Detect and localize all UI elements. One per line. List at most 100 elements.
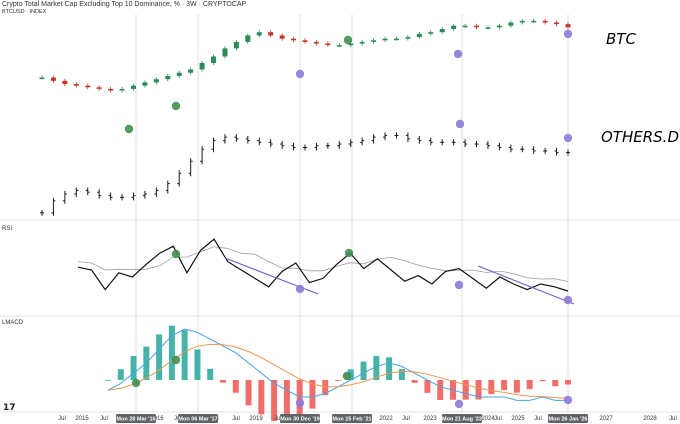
time-axis-tick-label: Jul (494, 416, 502, 422)
green-signal-marker (171, 101, 181, 111)
btc-candle (428, 32, 434, 34)
tradingview-logo: 17 (3, 403, 16, 413)
time-axis-tick-label: 2022 (379, 416, 393, 422)
rsi-pane-label: RSI (2, 226, 12, 232)
btc-candle (176, 72, 182, 76)
date-tag-label: Mon 15 Feb '21 (332, 417, 371, 423)
green-signal-marker (342, 371, 352, 381)
btc-candle (371, 40, 377, 42)
btc-candle (336, 45, 342, 47)
lmacd-pane-label: LMACD (2, 320, 24, 326)
btc-candle (279, 35, 285, 39)
time-axis-tick-label: 2027 (599, 416, 613, 422)
btc-candle (256, 32, 262, 36)
lmacd-histogram-bar (360, 361, 367, 380)
green-signal-marker (171, 249, 181, 259)
rsi-ma-line (77, 246, 569, 282)
lmacd-histogram-bar (168, 325, 175, 380)
lmacd-histogram-bar (322, 380, 329, 396)
date-tag-background (332, 414, 372, 423)
purple-signal-marker (454, 399, 464, 409)
lmacd-histogram-bar (501, 380, 508, 391)
purple-signal-marker (455, 119, 465, 129)
btc-candle (439, 28, 445, 33)
others-label: OTHERS.D (601, 128, 679, 146)
btc-candle (542, 20, 548, 23)
date-guidelines (135, 14, 569, 412)
btc-candle (291, 38, 297, 41)
lmacd-histogram-bar (513, 380, 520, 393)
lmacd-histogram-bar (232, 380, 239, 393)
time-axis-tick-label: 2028 (643, 416, 657, 422)
purple-signal-marker (563, 133, 573, 143)
btc-candle (325, 43, 331, 46)
lmacd-histogram-bar (309, 380, 316, 409)
lmacd-histogram-bar (386, 357, 393, 380)
btc-candle (245, 35, 251, 42)
date-tag-background (442, 414, 482, 423)
btc-candle (85, 85, 91, 88)
purple-signal-marker (295, 284, 305, 294)
btc-candle (142, 82, 148, 86)
lmacd-histogram-bar (181, 330, 188, 380)
others-dominance-series (40, 132, 570, 216)
green-signal-marker (171, 355, 181, 365)
lmacd-histogram-bar (552, 380, 559, 387)
lmacd-histogram-bar (130, 356, 137, 380)
date-tag-label: Mon 21 Aug '23 (442, 417, 482, 423)
lmacd-histogram-bar (105, 380, 111, 381)
time-axis-tick-label: 2019 (249, 416, 263, 422)
purple-signal-marker (454, 280, 464, 290)
chart-subtitle: BTCUSD · INDEX (2, 9, 47, 15)
btc-candle (96, 87, 102, 89)
purple-signal-marker (563, 295, 573, 305)
date-tag-label: Mon 26 Jan '26 (549, 417, 588, 423)
date-tag-label: Mon 28 Mar '16 (116, 417, 155, 423)
btc-candle (462, 25, 468, 28)
lmacd-histogram-bar (398, 369, 405, 380)
green-signal-marker (344, 248, 354, 258)
time-axis-tick-label: Jul (58, 416, 66, 422)
btc-candle (382, 38, 388, 41)
lmacd-histogram-bar (245, 380, 252, 406)
time-axis: Jul2015Jul2016Jul2018Jul2019Jul2022Jul20… (58, 414, 677, 423)
btc-candle (565, 24, 571, 28)
btc-candle (268, 32, 274, 36)
rsi-series (77, 238, 575, 305)
time-axis-tick-label: Jul (274, 416, 282, 422)
btc-candle (211, 56, 217, 63)
lmacd-series (105, 325, 571, 421)
purple-signal-marker (563, 395, 573, 405)
btc-label: BTC (606, 30, 636, 48)
time-axis-tick-label: 2025 (511, 416, 525, 422)
lmacd-histogram-bar (194, 349, 201, 380)
lmacd-histogram-bar (117, 369, 124, 380)
purple-signal-marker (295, 69, 305, 79)
btc-candle (496, 25, 502, 28)
btc-candle (485, 27, 491, 29)
btc-candle (313, 41, 319, 44)
time-axis-tick-label: 2024 (481, 416, 495, 422)
btc-candle (233, 41, 239, 49)
chart-title: Crypto Total Market Cap Excluding Top 10… (2, 1, 247, 8)
rsi-line (77, 238, 569, 292)
time-axis-tick-label: Jul (534, 416, 542, 422)
btc-candle (153, 79, 159, 83)
date-tag-label: Mon 06 Mar '17 (178, 417, 217, 423)
green-signal-marker (124, 124, 134, 134)
lmacd-histogram-bar (539, 380, 546, 382)
btc-candle (50, 77, 56, 81)
btc-candle (405, 37, 411, 39)
btc-candle (302, 40, 308, 42)
btc-candle (119, 88, 125, 91)
btc-candle (130, 85, 136, 89)
btc-candle (451, 25, 457, 29)
lmacd-histogram-bar (411, 380, 418, 383)
btc-candle (416, 33, 422, 38)
lmacd-histogram-bar (488, 380, 495, 395)
time-axis-tick-label: Jul (232, 416, 240, 422)
lmacd-histogram-bar (437, 380, 444, 401)
btc-candle (474, 25, 480, 28)
lmacd-histogram-bar (424, 380, 431, 393)
